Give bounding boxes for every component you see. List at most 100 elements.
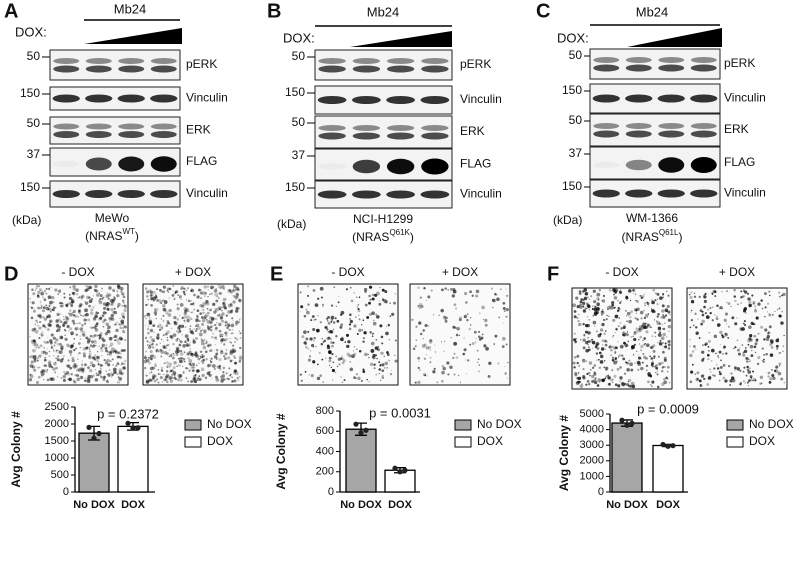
colony <box>300 379 303 382</box>
colony <box>33 341 37 345</box>
colony <box>324 326 327 329</box>
colony <box>217 314 220 317</box>
band <box>690 57 717 63</box>
colony <box>772 376 776 380</box>
colony <box>195 318 199 323</box>
colony <box>157 325 160 328</box>
colony <box>204 292 208 295</box>
colony <box>637 356 642 360</box>
colony <box>144 355 146 357</box>
colony <box>172 333 177 338</box>
colony <box>607 376 611 380</box>
colony <box>689 345 691 347</box>
colony <box>123 349 127 352</box>
band <box>625 64 652 72</box>
colony <box>603 332 606 335</box>
colony <box>577 372 580 374</box>
colony <box>40 370 44 374</box>
colony <box>187 380 190 383</box>
colony <box>706 383 710 386</box>
colony <box>206 326 210 329</box>
colony <box>163 351 168 355</box>
colony <box>113 334 118 339</box>
colony <box>114 339 117 342</box>
colony <box>112 317 114 319</box>
colony <box>233 361 237 365</box>
colony <box>690 319 694 322</box>
colony <box>657 326 662 331</box>
colony <box>226 323 231 327</box>
colony <box>213 355 218 359</box>
colony <box>453 352 456 356</box>
colony <box>709 368 712 371</box>
colony <box>119 356 122 359</box>
colony <box>74 327 78 331</box>
colony <box>235 298 238 300</box>
colony <box>643 302 647 305</box>
colony <box>36 294 40 297</box>
colony <box>166 365 169 368</box>
replicate-point <box>402 467 408 473</box>
colony <box>35 346 38 349</box>
colony <box>233 284 237 288</box>
colony <box>45 306 50 311</box>
colony <box>578 313 580 315</box>
colony <box>48 303 51 305</box>
colony <box>30 341 34 344</box>
colony <box>160 355 163 358</box>
colony <box>151 377 155 380</box>
colony <box>74 374 77 377</box>
colony <box>585 383 588 386</box>
colony <box>723 318 727 322</box>
colony <box>114 339 116 341</box>
colony <box>697 318 699 320</box>
colony <box>110 350 112 352</box>
colony <box>117 306 119 308</box>
colony <box>190 303 193 306</box>
colony <box>211 364 216 368</box>
colony <box>233 371 236 375</box>
colony <box>229 359 233 363</box>
colony <box>168 355 171 358</box>
colony <box>234 320 239 325</box>
colony <box>93 334 97 337</box>
colony <box>622 355 624 357</box>
colony <box>236 338 239 341</box>
colony <box>31 339 35 343</box>
colony <box>658 342 663 346</box>
colony <box>160 369 164 372</box>
colony <box>341 355 343 357</box>
colony <box>634 308 638 312</box>
colony <box>96 355 100 360</box>
colony <box>62 316 64 318</box>
colony <box>704 343 707 346</box>
colony <box>48 307 52 311</box>
colony <box>46 306 48 308</box>
colony <box>621 333 624 336</box>
colony <box>317 315 319 317</box>
colony <box>33 327 37 331</box>
colony <box>234 371 239 376</box>
colony <box>223 355 226 358</box>
band <box>150 131 177 138</box>
colony <box>660 336 665 341</box>
colony <box>663 358 667 362</box>
colony <box>753 323 756 326</box>
colony <box>356 332 359 335</box>
colony <box>225 372 228 375</box>
colony <box>159 375 163 380</box>
colony <box>196 314 199 318</box>
colony <box>36 344 39 347</box>
colony <box>122 331 125 334</box>
colony <box>659 296 663 300</box>
colony <box>110 307 114 312</box>
colony <box>693 345 696 348</box>
colony <box>450 337 452 339</box>
colony <box>175 352 179 356</box>
colony <box>756 362 760 365</box>
colony <box>765 353 768 356</box>
colony <box>654 335 657 338</box>
y-axis-label: Avg Colony # <box>9 411 23 488</box>
colony <box>769 294 771 297</box>
band <box>593 57 620 63</box>
